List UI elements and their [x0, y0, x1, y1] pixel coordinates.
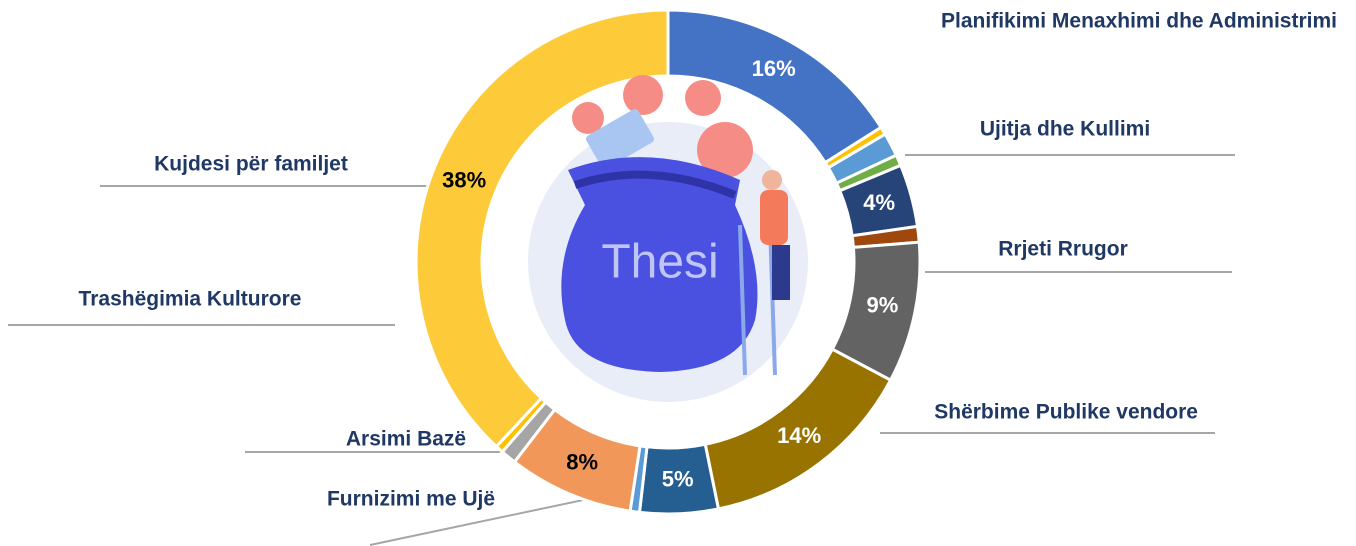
page: Planifikimi Menaxhimi dhe Administrimi Uj…: [0, 0, 1356, 546]
value-label: 4%: [863, 190, 895, 215]
value-label: 9%: [867, 292, 899, 317]
center-illustration: Thesi: [528, 75, 808, 402]
person: [760, 190, 788, 245]
value-label: 16%: [752, 56, 796, 81]
category-label: Trashëgimia Kulturore: [79, 288, 302, 311]
value-label: 38%: [442, 168, 486, 193]
chart: Planifikimi Menaxhimi dhe Administrimi Uj…: [0, 0, 1356, 546]
category-label: Rrjeti Rrugor: [998, 238, 1128, 261]
center-label: Thesi: [601, 236, 718, 289]
value-label: 5%: [662, 467, 694, 492]
category-label: Shërbime Publike vendore: [934, 401, 1198, 424]
person: [762, 170, 782, 190]
category-label: Kujdesi për familjet: [154, 153, 348, 176]
category-label: Planifikimi Menaxhimi dhe Administrimi: [941, 10, 1337, 33]
person: [772, 245, 790, 300]
category-label: Arsimi Bazë: [346, 428, 466, 451]
coin: [685, 80, 721, 116]
category-label: Ujitja dhe Kullimi: [980, 118, 1150, 141]
value-label: 8%: [566, 449, 598, 474]
value-label: 14%: [777, 423, 821, 448]
coin: [623, 75, 663, 115]
category-label: Furnizimi me Ujë: [327, 488, 495, 511]
